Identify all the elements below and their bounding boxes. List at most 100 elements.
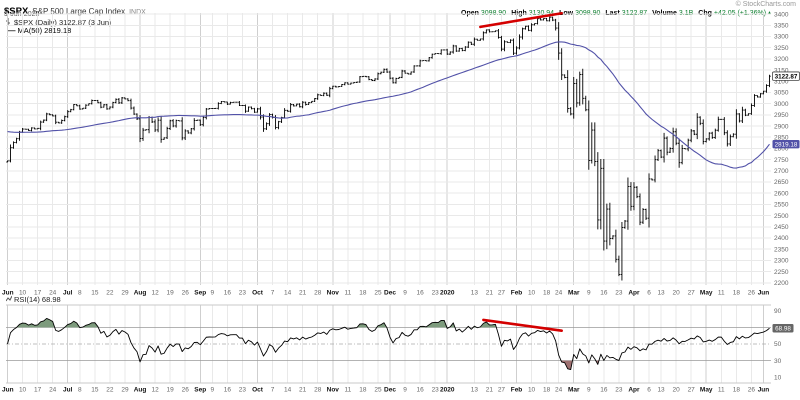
price-bar bbox=[171, 119, 175, 128]
x-tick-label: 24 bbox=[555, 290, 563, 297]
price-bar bbox=[572, 77, 576, 119]
price-bar bbox=[629, 182, 633, 211]
price-bar bbox=[180, 117, 184, 141]
price-bar bbox=[515, 46, 518, 55]
rsi-overbought-fill bbox=[16, 318, 497, 328]
x-tick-label: 26 bbox=[748, 290, 756, 297]
x-tick-label-bottom: 27 bbox=[498, 387, 506, 394]
price-bar bbox=[458, 47, 461, 52]
x-tick-label-bottom: 26 bbox=[748, 387, 756, 394]
x-tick-label-bottom: Mar bbox=[568, 387, 580, 394]
price-bar bbox=[732, 133, 735, 138]
price-bar bbox=[680, 144, 684, 165]
price-bar bbox=[385, 68, 389, 73]
price-bar bbox=[177, 120, 181, 122]
price-bar bbox=[702, 119, 705, 145]
price-bar bbox=[530, 23, 533, 32]
price-bar bbox=[159, 116, 163, 143]
rsi-line bbox=[7, 318, 770, 371]
price-bar bbox=[114, 98, 118, 104]
quote-value: 3.1B bbox=[678, 10, 694, 17]
y-tick-label: 2600 bbox=[774, 190, 789, 197]
price-bar bbox=[473, 37, 476, 46]
x-tick-label: 7 bbox=[271, 290, 275, 297]
price-bar bbox=[27, 128, 30, 132]
price-bar bbox=[647, 173, 651, 228]
quote-label: Chg bbox=[698, 10, 712, 17]
x-tick-label-bottom: 10 bbox=[19, 387, 27, 394]
price-bar bbox=[400, 69, 404, 79]
price-bar bbox=[753, 94, 756, 107]
price-bar bbox=[138, 115, 142, 143]
price-bar bbox=[87, 103, 91, 106]
x-tick-label: 24 bbox=[49, 290, 57, 297]
rsi-trendline bbox=[482, 318, 563, 333]
price-bar bbox=[403, 70, 407, 74]
price-bar bbox=[488, 29, 491, 33]
price-bar bbox=[409, 71, 413, 75]
price-bar bbox=[476, 38, 479, 41]
price-bar bbox=[412, 65, 416, 73]
price-bar bbox=[644, 208, 648, 221]
price-bar bbox=[129, 98, 133, 110]
price-bar bbox=[623, 219, 627, 229]
price-bar bbox=[343, 82, 347, 86]
x-tick-label-bottom: 28 bbox=[314, 387, 322, 394]
price-bar bbox=[193, 118, 196, 131]
price-bar bbox=[174, 119, 178, 128]
price-bar bbox=[575, 78, 579, 108]
price-bar bbox=[605, 203, 609, 250]
x-tick-label-bottom: 9 bbox=[210, 387, 214, 394]
price-bar bbox=[358, 76, 362, 83]
price-bar bbox=[518, 34, 521, 50]
price-bar bbox=[250, 106, 253, 110]
x-tick-label: 28 bbox=[314, 290, 322, 297]
x-tick-label: 13 bbox=[657, 290, 665, 297]
price-bar bbox=[153, 119, 157, 133]
change-up-arrow-icon: ▲ bbox=[767, 10, 772, 16]
price-bar bbox=[84, 104, 88, 110]
symbol-label: $SPX bbox=[4, 6, 29, 17]
x-tick-label: 27 bbox=[688, 290, 696, 297]
x-tick-label-bottom: 13 bbox=[657, 387, 665, 394]
x-tick-label-bottom: 6 bbox=[647, 387, 651, 394]
price-bar bbox=[560, 48, 563, 81]
price-bar bbox=[554, 18, 557, 31]
price-bar bbox=[265, 122, 268, 130]
x-tick-label-bottom: 2020 bbox=[440, 387, 455, 394]
price-bar bbox=[738, 113, 741, 123]
price-bar bbox=[545, 17, 548, 22]
price-bar bbox=[99, 101, 103, 109]
price-bar bbox=[747, 113, 750, 116]
price-bar bbox=[427, 57, 431, 62]
rsi-legend: RSI(14) 68.98 bbox=[5, 295, 61, 305]
price-bar bbox=[708, 132, 711, 141]
price-bar bbox=[446, 48, 449, 55]
x-tick-label: Feb bbox=[511, 290, 523, 297]
x-tick-label: Aug bbox=[134, 290, 147, 297]
x-tick-label-bottom: Feb bbox=[511, 387, 523, 394]
price-bar bbox=[689, 128, 693, 143]
price-bar bbox=[449, 51, 452, 55]
price-bar bbox=[611, 235, 615, 240]
price-bar bbox=[671, 127, 675, 153]
x-tick-label-bottom: Dec bbox=[384, 387, 396, 394]
y-tick-label: 2250 bbox=[774, 269, 789, 276]
y-tick-label: 3300 bbox=[774, 34, 789, 41]
x-tick-label-bottom: 16 bbox=[224, 387, 232, 394]
x-tick-label-bottom: 22 bbox=[106, 387, 114, 394]
price-bar bbox=[557, 22, 560, 60]
price-bar bbox=[298, 103, 301, 108]
x-tick-label-bottom: Jun bbox=[2, 387, 14, 394]
price-bar bbox=[524, 25, 527, 30]
x-tick-label: Jun bbox=[758, 290, 770, 297]
price-bar bbox=[39, 120, 42, 131]
price-bar bbox=[102, 104, 106, 108]
x-tick-label: Sep bbox=[194, 290, 206, 297]
price-bar bbox=[494, 30, 497, 33]
x-tick-label: Apr bbox=[628, 290, 640, 297]
price-bar bbox=[729, 134, 732, 146]
y-tick-label: 2300 bbox=[774, 258, 789, 265]
price-bar bbox=[497, 28, 500, 39]
y-tick-label: 2750 bbox=[774, 157, 789, 164]
